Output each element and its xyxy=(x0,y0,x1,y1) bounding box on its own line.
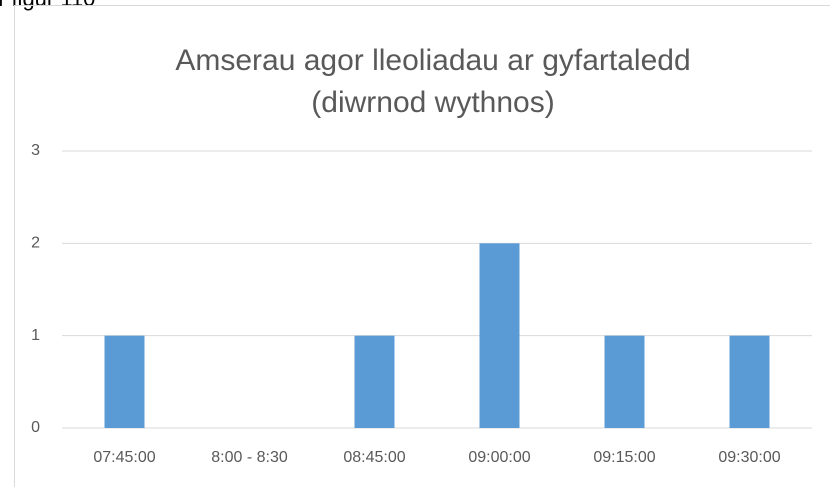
x-tick-label: 08:45:00 xyxy=(343,449,405,466)
bar xyxy=(354,335,395,428)
bar xyxy=(479,243,520,428)
y-tick-label: 2 xyxy=(31,235,40,252)
chart-title: Amserau agor lleoliadau ar gyfartaledd (… xyxy=(175,44,691,119)
y-tick-label: 0 xyxy=(31,419,40,436)
bar xyxy=(604,335,645,428)
x-tick-label: 09:15:00 xyxy=(593,449,655,466)
chart-frame xyxy=(14,5,830,487)
x-tick-label: 09:30:00 xyxy=(718,449,780,466)
x-tick-label: 8:00 - 8:30 xyxy=(211,449,288,466)
bar xyxy=(729,335,770,428)
bar xyxy=(104,335,145,428)
y-tick-label: 3 xyxy=(31,142,40,159)
x-tick-label: 09:00:00 xyxy=(468,449,530,466)
y-tick-label: 1 xyxy=(31,327,40,344)
x-tick-label: 07:45:00 xyxy=(93,449,155,466)
